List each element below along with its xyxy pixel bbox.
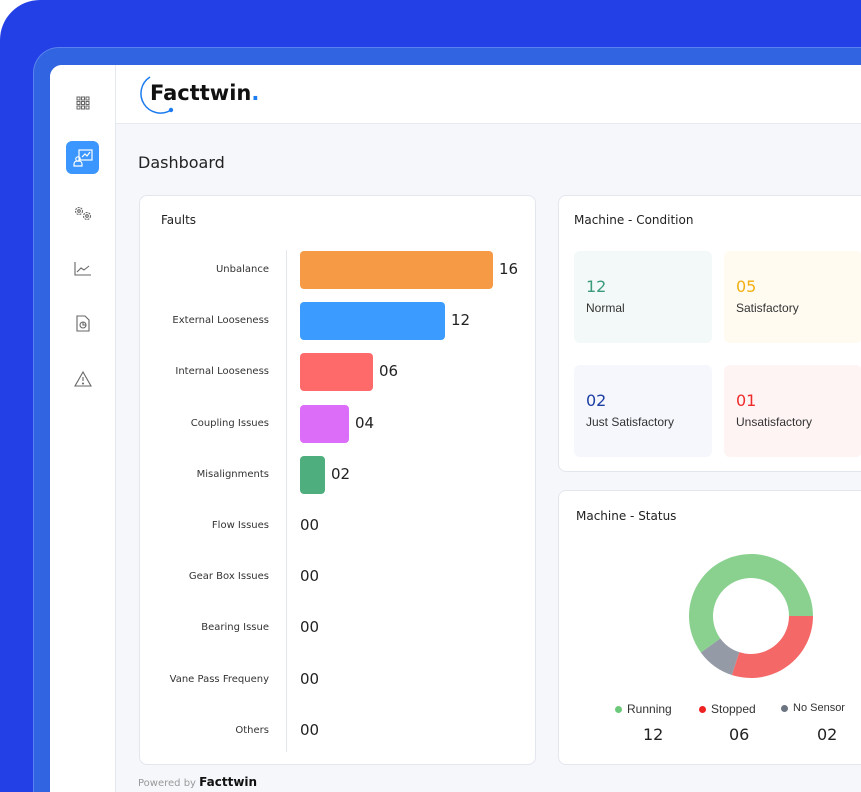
sidebar-item-dashboard[interactable] bbox=[66, 141, 99, 174]
fault-value: 00 bbox=[300, 669, 320, 688]
condition-count: 02 bbox=[586, 391, 607, 410]
legend-dot bbox=[781, 704, 788, 712]
condition-label: Satisfactory bbox=[736, 301, 799, 315]
legend-value: 12 bbox=[643, 725, 664, 744]
fault-bar[interactable] bbox=[300, 455, 325, 494]
fault-label: Flow Issues bbox=[211, 520, 269, 531]
condition-label: Unsatisfactory bbox=[736, 415, 813, 429]
machine-condition-card: Machine - Condition 12 Normal 05 Satisfacto… bbox=[558, 195, 861, 472]
legend-label: No Sensor bbox=[793, 702, 845, 714]
fault-bar[interactable] bbox=[300, 353, 373, 392]
faults-card: Faults Unbalance 16 External Looseness 12 In… bbox=[139, 195, 536, 765]
donut-slice-running[interactable] bbox=[689, 554, 813, 653]
fault-label: Coupling Issues bbox=[190, 417, 269, 429]
machine-status-card: Machine - Status Running 12 Stopped 06 No Se… bbox=[558, 490, 861, 765]
faults-title: Faults bbox=[161, 213, 197, 227]
legend-value: 02 bbox=[817, 725, 838, 744]
sidebar-item-machines[interactable] bbox=[66, 197, 99, 230]
presentation-chart-icon bbox=[72, 148, 93, 167]
brand-logo[interactable]: Facttwin. bbox=[138, 75, 260, 115]
footer-brand: Facttwin bbox=[199, 775, 258, 789]
status-donut-chart bbox=[689, 554, 813, 678]
legend-item: Stopped bbox=[699, 702, 756, 716]
legend-dot bbox=[699, 705, 706, 713]
line-chart-icon bbox=[73, 261, 91, 276]
fault-label: Bearing Issue bbox=[201, 622, 269, 634]
fault-value: 00 bbox=[300, 618, 320, 637]
brand-name: Facttwin bbox=[150, 81, 252, 105]
page-title: Dashboard bbox=[138, 153, 225, 172]
fault-value: 00 bbox=[300, 567, 320, 586]
legend-label: Stopped bbox=[711, 702, 756, 716]
fault-value: 06 bbox=[379, 362, 399, 381]
status-title: Machine - Status bbox=[576, 509, 677, 523]
fault-label: Misalignments bbox=[196, 468, 269, 480]
axis-line bbox=[286, 250, 287, 752]
condition-count: 12 bbox=[586, 277, 607, 296]
fault-label: Vane Pass Frequeny bbox=[169, 673, 269, 685]
gears-icon bbox=[74, 206, 91, 220]
fault-label: External Looseness bbox=[172, 315, 269, 327]
donut-slice-stopped[interactable] bbox=[731, 616, 813, 678]
fault-label: Gear Box Issues bbox=[188, 571, 269, 583]
sidebar-item-reports[interactable] bbox=[66, 307, 99, 340]
fault-label: Others bbox=[235, 724, 269, 736]
logo-arc-icon bbox=[140, 76, 174, 114]
legend-item: No Sensor bbox=[781, 702, 845, 714]
powered-by-label: Powered by bbox=[138, 778, 196, 789]
fault-value: 16 bbox=[499, 260, 519, 278]
app-window: Facttwin. Dashboard Faults Unbalance 16 Ex… bbox=[50, 65, 861, 792]
condition-tile[interactable]: 12 Normal bbox=[574, 251, 712, 343]
sidebar bbox=[50, 65, 116, 792]
fault-value: 00 bbox=[300, 720, 320, 739]
fault-bar[interactable] bbox=[300, 251, 493, 289]
document-report-icon bbox=[75, 315, 90, 332]
condition-tile[interactable]: 01 Unsatisfactory bbox=[724, 365, 861, 457]
grid-icon bbox=[76, 96, 89, 109]
legend-item: Running bbox=[615, 702, 672, 716]
fault-label: Internal Looseness bbox=[175, 366, 269, 378]
donut-slice-no-sensor[interactable] bbox=[700, 638, 740, 675]
condition-title: Machine - Condition bbox=[574, 213, 694, 227]
fault-value: 12 bbox=[451, 311, 471, 330]
sidebar-item-apps[interactable] bbox=[66, 86, 99, 119]
fault-bar[interactable] bbox=[300, 404, 349, 443]
condition-label: Normal bbox=[586, 301, 625, 315]
fault-value: 00 bbox=[300, 516, 320, 534]
sidebar-item-alerts[interactable] bbox=[66, 362, 99, 395]
condition-tile[interactable]: 02 Just Satisfactory bbox=[574, 365, 712, 457]
fault-value: 02 bbox=[331, 464, 351, 483]
footer: Powered by Facttwin bbox=[138, 775, 257, 789]
warning-icon bbox=[73, 370, 92, 387]
brand-dot: . bbox=[251, 81, 260, 105]
fault-value: 04 bbox=[355, 413, 375, 432]
condition-count: 01 bbox=[736, 391, 757, 410]
condition-label: Just Satisfactory bbox=[586, 415, 675, 429]
sidebar-item-analytics[interactable] bbox=[66, 252, 99, 285]
condition-tile[interactable]: 05 Satisfactory bbox=[724, 251, 861, 343]
legend-dot bbox=[615, 705, 622, 713]
fault-label: Unbalance bbox=[215, 264, 269, 275]
fault-bar[interactable] bbox=[300, 302, 445, 341]
legend-label: Running bbox=[627, 702, 672, 716]
legend-value: 06 bbox=[729, 725, 750, 744]
condition-count: 05 bbox=[736, 277, 757, 296]
top-bar: Facttwin. bbox=[116, 65, 861, 124]
